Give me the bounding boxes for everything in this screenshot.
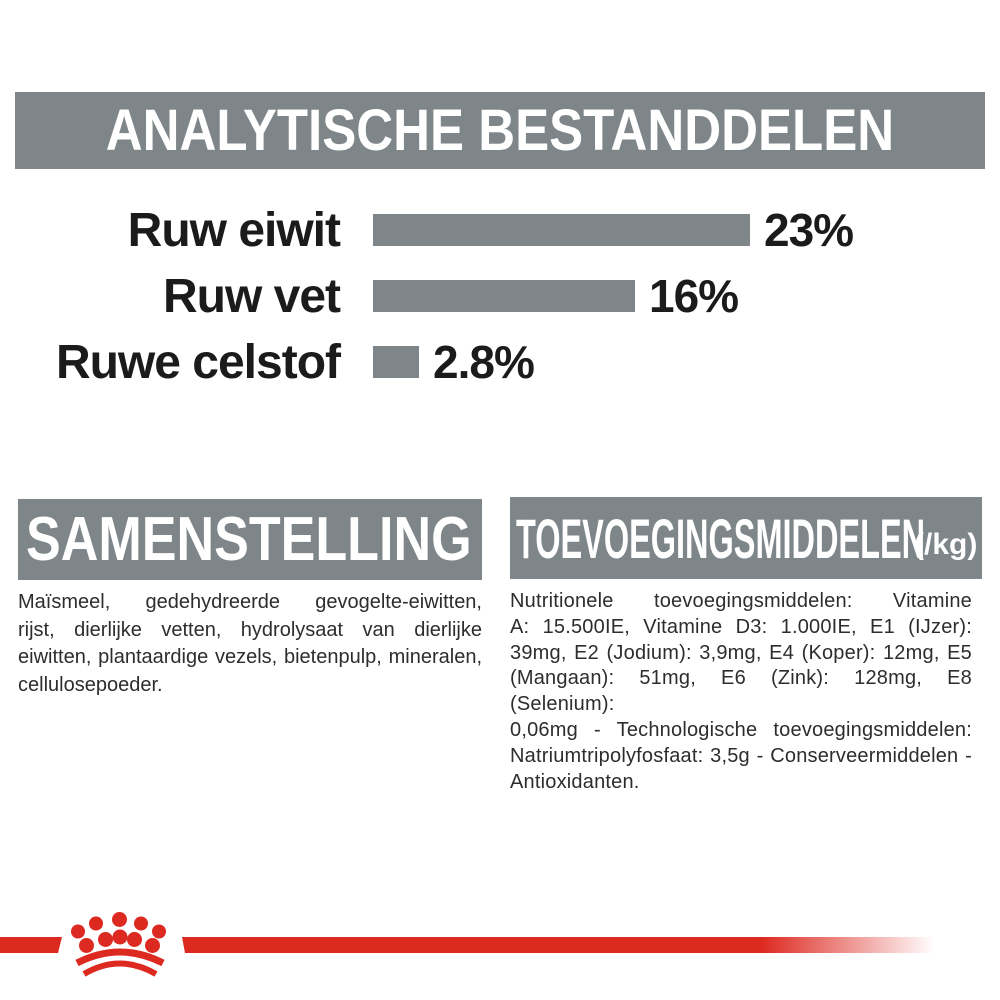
- chart-label-ruw-eiwit: Ruw eiwit: [127, 203, 341, 257]
- analytical-components-chart: Ruw eiwit 23% Ruw vet 16% Ruwe celstof 2…: [0, 197, 1000, 395]
- royal-canin-crown-icon: [71, 912, 166, 977]
- red-band-left: [0, 937, 62, 953]
- bar-group-ruw-vet: 16%: [373, 269, 739, 323]
- toevoegingsmiddelen-title-box: TOEVOEGINGSMIDDELEN: [516, 506, 925, 571]
- chart-row-ruwe-celstof: Ruwe celstof 2.8%: [0, 329, 1000, 395]
- samenstelling-body: Maïsmeel, gedehydreerde gevogelte-eiwitt…: [18, 589, 482, 699]
- toevoegingsmiddelen-banner: TOEVOEGINGSMIDDELEN (/kg): [510, 497, 982, 579]
- body-line: rijst, dierlijke vetten, hydrolysaat van…: [18, 618, 482, 641]
- bar-group-ruw-eiwit: 23%: [373, 203, 854, 257]
- body-line: 39mg, E2 (Jodium): 3,9mg, E4 (Koper): 12…: [510, 641, 972, 664]
- analytical-components-title: ANALYTISCHE BESTANDDELEN: [105, 98, 895, 163]
- chart-label-ruwe-celstof: Ruwe celstof: [55, 335, 341, 389]
- body-line: cellulosepoeder.: [18, 673, 163, 696]
- body-line: Antioxidanten.: [510, 770, 640, 793]
- body-line: (Mangaan): 51mg, E6 (Zink): 128mg, E8 (S…: [510, 667, 972, 716]
- bar-value-ruwe-celstof: 2.8%: [433, 336, 535, 388]
- chart-label-ruw-vet: Ruw vet: [162, 269, 341, 323]
- bar-value-ruw-vet: 16%: [649, 270, 739, 322]
- body-line: Nutritionele toevoegingsmiddelen: Vitami…: [510, 590, 972, 612]
- toevoegingsmiddelen-unit: (/kg): [914, 528, 978, 561]
- samenstelling-title: SAMENSTELLING: [26, 505, 472, 574]
- body-line: Natriumtripolyfosfaat: 3,5g - Conserveer…: [510, 744, 972, 767]
- bar-ruw-vet: [373, 280, 635, 312]
- chart-row-ruw-eiwit: Ruw eiwit 23%: [0, 197, 1000, 263]
- body-line: A: 15.500IE, Vitamine D3: 1.000IE, E1 (I…: [510, 615, 972, 638]
- bar-value-ruw-eiwit: 23%: [764, 204, 854, 256]
- toevoegingsmiddelen-body: Nutritionele toevoegingsmiddelen: Vitami…: [510, 589, 982, 795]
- bar-ruw-eiwit: [373, 214, 750, 246]
- analytical-components-banner: ANALYTISCHE BESTANDDELEN: [15, 92, 985, 169]
- bar-group-ruwe-celstof: 2.8%: [373, 335, 535, 389]
- red-band-right: [182, 937, 935, 953]
- toevoegingsmiddelen-title: TOEVOEGINGSMIDDELEN: [516, 506, 926, 570]
- chart-row-ruw-vet: Ruw vet 16%: [0, 263, 1000, 329]
- samenstelling-banner: SAMENSTELLING: [18, 499, 482, 580]
- body-line: Maïsmeel, gedehydreerde gevogelte-eiwitt…: [18, 591, 482, 613]
- body-line: 0,06mg - Technologische toevoegingsmidde…: [510, 718, 972, 741]
- bar-ruwe-celstof: [373, 346, 419, 378]
- body-line: eiwitten, plantaardige vezels, bietenpul…: [18, 646, 482, 668]
